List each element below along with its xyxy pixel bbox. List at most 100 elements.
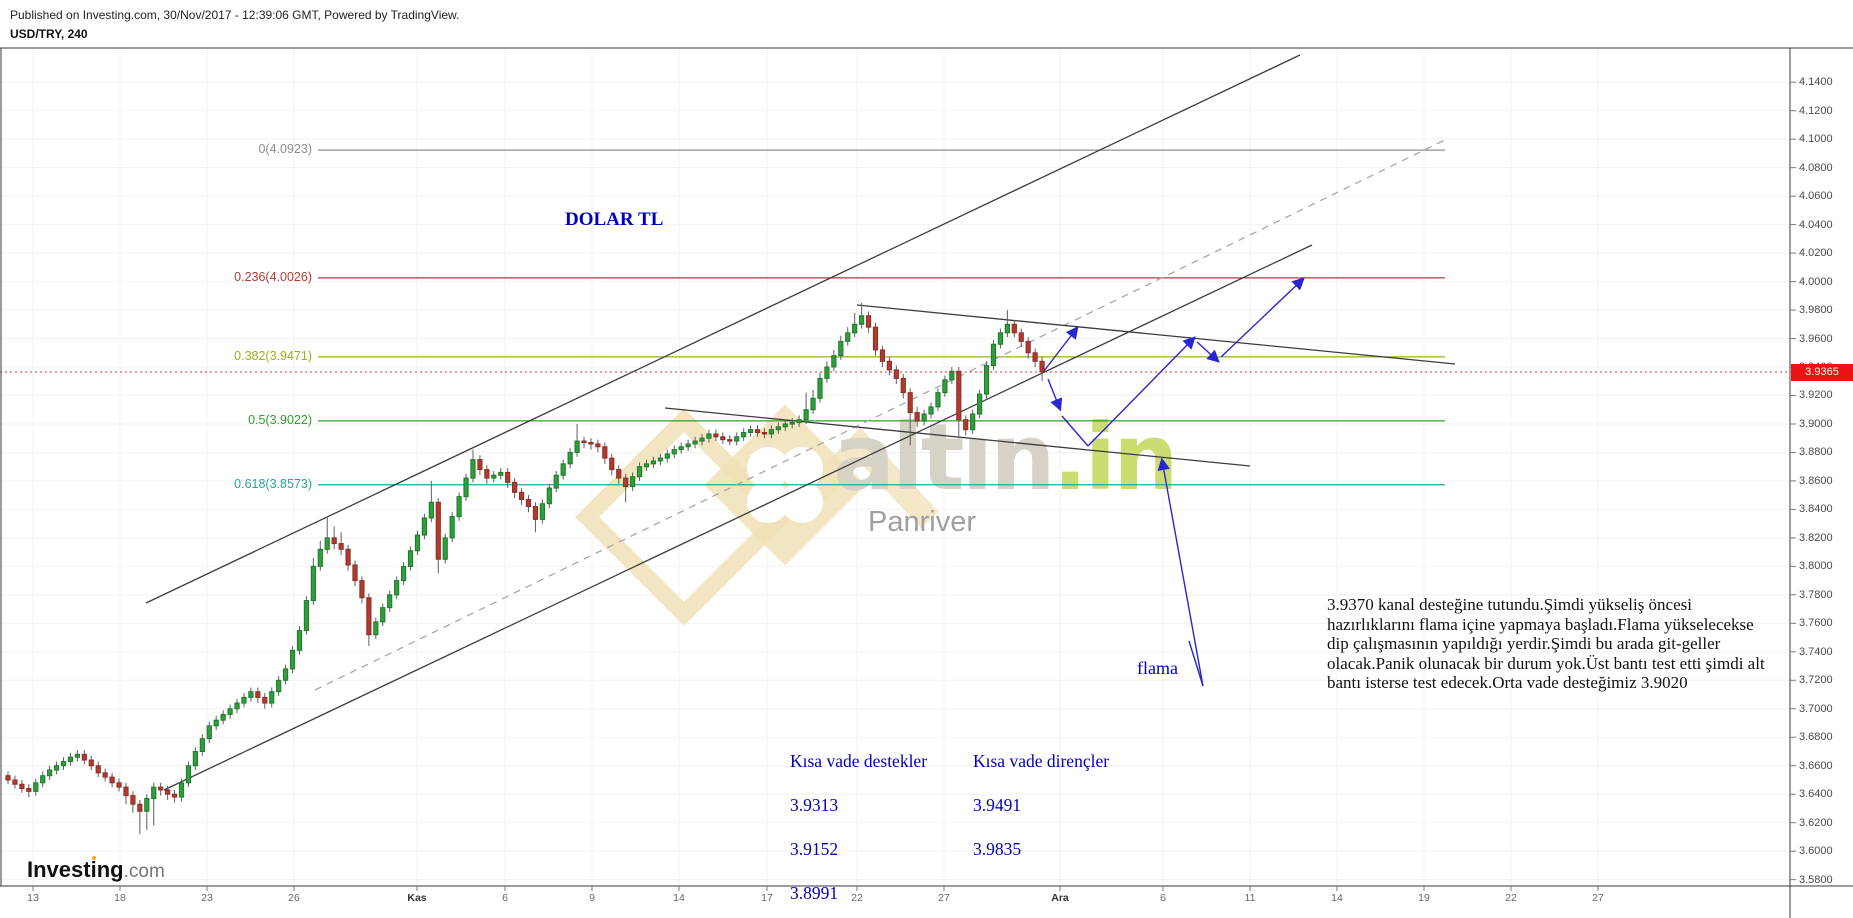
candle-body <box>449 516 455 539</box>
candle-body <box>116 782 122 788</box>
altin-logo-hole <box>781 481 823 523</box>
candle-body <box>387 594 393 609</box>
candle-body <box>380 607 386 623</box>
candle-body <box>1032 352 1038 362</box>
price-axis-label: 4.1200 <box>1799 104 1833 117</box>
price-axis-label: 3.7000 <box>1799 702 1833 715</box>
projection-arrow <box>1188 640 1204 687</box>
fib-label: 0.618(3.8573) <box>234 476 312 491</box>
candle-body <box>685 443 691 448</box>
candle-body <box>935 392 941 408</box>
price-axis-label: 3.7400 <box>1799 645 1833 658</box>
time-axis-label: 27 <box>1592 892 1604 904</box>
candle-body <box>1018 332 1024 342</box>
candle-body <box>109 776 115 784</box>
investing-logo-orange-dot: i <box>90 857 97 882</box>
candle-body <box>706 433 712 439</box>
time-axis-label: Kas <box>407 892 427 904</box>
candle-body <box>331 537 337 545</box>
candle-body <box>990 343 997 367</box>
candle-body <box>1011 323 1017 334</box>
candle-body <box>879 349 886 362</box>
candle-body <box>352 564 358 582</box>
candle-body <box>518 491 525 500</box>
candle-body <box>283 668 289 681</box>
panriver-watermark: Panriver <box>868 506 976 538</box>
price-axis-label: 3.8400 <box>1799 503 1833 516</box>
candle-body <box>831 355 837 368</box>
candle-body <box>650 460 657 465</box>
candle-body <box>255 691 261 698</box>
candle-body <box>213 719 219 727</box>
time-axis-label: 17 <box>761 892 773 904</box>
altin-watermark-suffix: .in <box>1052 404 1179 511</box>
candle-body <box>963 419 969 431</box>
candle-body <box>921 413 927 422</box>
candle-body <box>616 469 622 479</box>
candle-body <box>1025 340 1031 354</box>
candle-body <box>505 471 511 483</box>
candle-body <box>914 412 920 422</box>
price-axis-label: 4.0200 <box>1799 247 1833 260</box>
candle-body <box>123 786 129 797</box>
candle-body <box>442 537 448 560</box>
fib-label: 0.382(3.9471) <box>234 348 312 363</box>
candle-body <box>657 457 663 462</box>
candle-body <box>817 377 823 399</box>
candle-body <box>463 477 469 498</box>
candle-body <box>192 750 198 767</box>
price-axis-label: 4.1000 <box>1799 133 1833 146</box>
candle-body <box>185 765 192 784</box>
candle-body <box>81 753 87 761</box>
price-axis-label: 3.6600 <box>1799 759 1833 772</box>
candle-body <box>435 501 441 560</box>
time-axis-label: Ara <box>1051 892 1069 904</box>
candle-body <box>171 793 178 798</box>
candle-body <box>137 803 143 812</box>
candle-body <box>824 366 830 379</box>
time-axis-label: 18 <box>114 892 126 904</box>
projection-arrow <box>1196 341 1220 363</box>
candle-body <box>470 459 476 479</box>
projection-arrow <box>1047 378 1063 412</box>
candle-body <box>206 725 212 740</box>
projection-arrow <box>1061 415 1089 447</box>
candle-body <box>165 789 171 795</box>
candle-body <box>484 469 490 479</box>
candle-body <box>956 370 962 421</box>
price-axis-label: 3.9800 <box>1799 304 1833 317</box>
candle-body <box>421 517 427 536</box>
time-axis-label: 27 <box>938 892 950 904</box>
candle-body <box>886 360 892 371</box>
candle-body <box>741 432 747 438</box>
candle-body <box>567 451 573 465</box>
candle-body <box>983 365 990 395</box>
candle-body <box>845 332 851 342</box>
candle-body <box>1004 323 1010 334</box>
candle-body <box>1039 360 1045 373</box>
candle-body <box>803 409 809 421</box>
candle-body <box>102 772 108 778</box>
candle-body <box>560 463 566 476</box>
candle-body <box>178 782 185 798</box>
candle-body <box>130 795 136 805</box>
candle-body <box>942 379 948 394</box>
price-axis-label: 3.8600 <box>1799 474 1833 487</box>
candle-body <box>394 580 400 596</box>
fib-label: 0(4.0923) <box>258 142 312 157</box>
price-axis-label: 3.9600 <box>1799 332 1833 345</box>
candle-body <box>296 629 303 651</box>
candle-body <box>907 392 913 414</box>
investing-logo[interactable]: Investing.com <box>27 857 165 882</box>
candle-body <box>373 621 379 636</box>
candle-body <box>144 797 150 812</box>
candle-body <box>609 457 615 471</box>
fib-label: 0.236(4.0026) <box>234 269 312 284</box>
time-axis-label: 14 <box>1331 892 1343 904</box>
candle-body <box>366 597 372 636</box>
candle-body <box>664 453 670 459</box>
price-axis-label: 3.8000 <box>1799 560 1833 573</box>
